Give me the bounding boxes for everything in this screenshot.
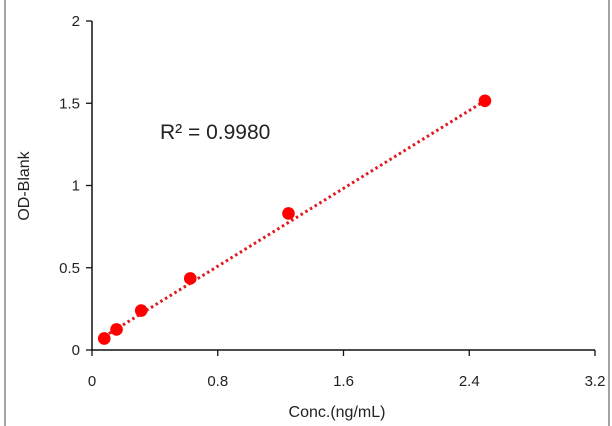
r-squared-annotation: R² = 0.9980 (160, 121, 270, 144)
data-point (97, 332, 111, 345)
data-point (134, 304, 148, 317)
y-tick-label: 1 (72, 178, 80, 195)
y-axis-ticks: 0 0.5 1 1.5 2 (59, 13, 92, 359)
y-tick-label: 1.5 (59, 95, 80, 112)
data-point (110, 323, 123, 336)
x-tick-label: 3.2 (585, 373, 606, 390)
x-tick-label: 0 (88, 373, 96, 390)
x-axis-ticks: 0 0.8 1.6 2.4 3.2 (88, 350, 606, 390)
y-tick-label: 0.5 (59, 260, 80, 277)
y-tick-label: 0 (72, 342, 80, 359)
x-tick-label: 0.8 (207, 373, 228, 390)
data-point (183, 272, 197, 285)
x-tick-label: 1.6 (333, 373, 354, 390)
x-axis-title: Conc.(ng/mL) (289, 404, 386, 421)
data-point (282, 207, 295, 220)
x-tick-label: 2.4 (459, 373, 480, 390)
y-axis-title: OD-Blank (16, 150, 33, 220)
y-tick-label: 2 (72, 13, 80, 30)
data-point (478, 94, 492, 108)
data-points (97, 94, 492, 345)
